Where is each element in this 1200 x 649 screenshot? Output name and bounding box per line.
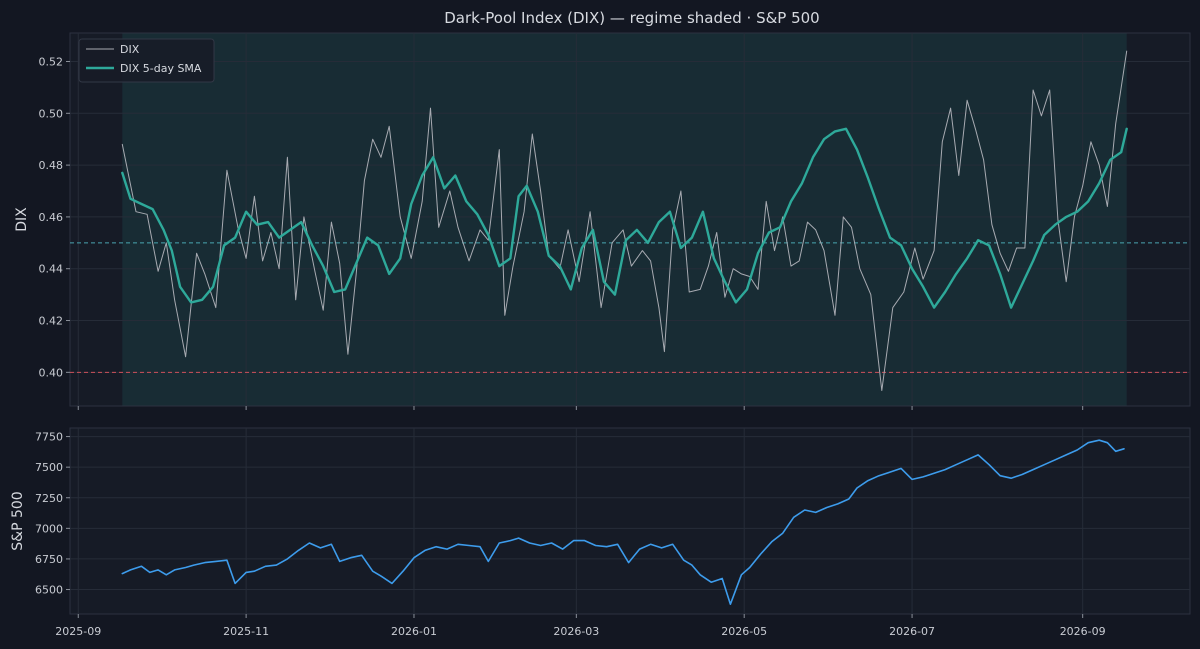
x-tick-label-2025-09: 2025-09 — [55, 625, 101, 638]
sp500-panel: 2025-09 2025-11 2026-01 2026-03 2026-05 2026-… — [10, 427, 1191, 638]
legend-label: DIX 5-day SMA — [120, 62, 202, 75]
sp500-y-axis-label: S&P 500 — [10, 491, 26, 550]
dix-y-axis-label: DIX — [14, 207, 30, 232]
legend: DIX DIX 5-day SMA — [78, 38, 215, 83]
dix-y-tick-label: 0.44 — [39, 263, 64, 276]
sp500-y-tick-label: 6500 — [35, 584, 63, 597]
x-tick-label-2026-03: 2026-03 — [553, 625, 599, 638]
dix-y-tick-label: 0.46 — [39, 211, 64, 224]
x-tick-label-2026-01: 2026-01 — [391, 625, 437, 638]
x-tick-label-2025-11: 2025-11 — [223, 625, 269, 638]
dix-5-day-sma-series-line — [121, 127, 1128, 309]
dix-y-tick-label: 0.42 — [39, 315, 64, 328]
dix-panel: 0.40 0.42 0.44 0.46 0.48 0.50 0.52 DIX DIX DIX 5-… — [14, 32, 1191, 410]
x-tick-label-2026-07: 2026-07 — [889, 625, 935, 638]
dix-y-tick-label: 0.50 — [39, 107, 64, 120]
regime-shading — [122, 33, 1127, 406]
dix-y-tick-label: 0.40 — [39, 366, 64, 379]
sp500-plot-area — [69, 427, 1191, 615]
sp500-y-tick-label: 7500 — [35, 461, 63, 474]
dix-series-line — [121, 50, 1128, 391]
legend-label: DIX — [120, 43, 140, 56]
x-tick-label-2026-09: 2026-09 — [1060, 625, 1106, 638]
sp500-y-tick-label: 7750 — [35, 431, 63, 444]
chart-title: Dark-Pool Index (DIX) — regime shaded · … — [444, 9, 819, 27]
sp500-series-line — [121, 439, 1125, 605]
legend-box — [78, 38, 215, 83]
sp500-y-tick-label: 7250 — [35, 492, 63, 505]
dix-y-tick-label: 0.48 — [39, 159, 64, 172]
sp500-y-tick-label: 7000 — [35, 522, 63, 535]
dix-y-tick-label: 0.52 — [39, 55, 64, 68]
sp500-y-tick-label: 6750 — [35, 553, 63, 566]
x-tick-label-2026-05: 2026-05 — [721, 625, 767, 638]
